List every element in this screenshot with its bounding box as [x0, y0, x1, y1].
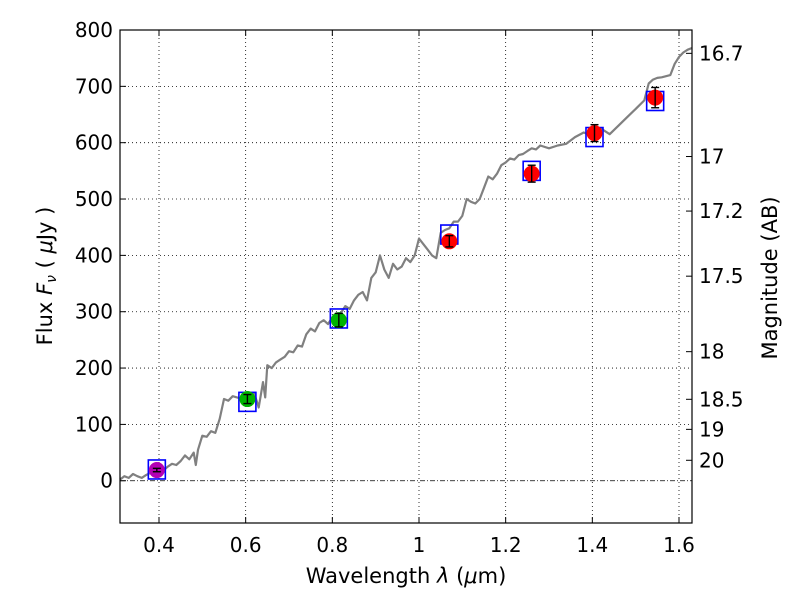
x-tick-label: 0.6: [230, 533, 262, 557]
x-axis-label: Wavelength λ (μm): [306, 564, 507, 588]
y-axis-label: Flux Fν ( μJy ): [33, 207, 60, 346]
y-tick-label: 400: [75, 243, 113, 267]
x-tick-label: 1: [413, 533, 426, 557]
y2-tick-label: 16.7: [699, 41, 744, 65]
plot-area: [120, 30, 692, 523]
points-group: [147, 86, 665, 480]
y2-tick-label: 17.5: [699, 264, 744, 288]
y2-axis-label: Magnitude (AB): [758, 196, 782, 359]
y-tick-label: 0: [100, 469, 113, 493]
y-tick-label: 600: [75, 131, 113, 155]
spectrum-line: [119, 46, 693, 481]
y2-tick-label: 17: [699, 145, 724, 169]
y2-tick-label: 19: [699, 417, 724, 441]
model-flux-square: [147, 459, 167, 480]
y-tick-label: 700: [75, 74, 113, 98]
y2-axis: 16.7 17 17.2 17.5 18 18.5 19 20: [686, 41, 744, 472]
x-tick-label: 1.6: [663, 533, 695, 557]
y2-tick-label: 18: [699, 340, 724, 364]
x-tick-label: 0.4: [143, 533, 175, 557]
y-axis: 0 100 200 300 400 500 600 700 800: [75, 18, 126, 493]
y2-tick-label: 18.5: [699, 387, 744, 411]
spectrum-group: [119, 46, 693, 481]
y2-tick-label: 20: [699, 448, 724, 472]
y-tick-label: 800: [75, 18, 113, 42]
y-tick-label: 100: [75, 412, 113, 436]
x-tick-label: 0.8: [316, 533, 348, 557]
y2-tick-label: 17.2: [699, 199, 744, 223]
x-tick-label: 1.2: [490, 533, 522, 557]
y-tick-label: 200: [75, 356, 113, 380]
x-tick-label: 1.4: [576, 533, 608, 557]
y-tick-label: 300: [75, 300, 113, 324]
x-axis: 0.4 0.6 0.8 1 1.2 1.4 1.6: [143, 30, 695, 557]
y-tick-label: 500: [75, 187, 113, 211]
